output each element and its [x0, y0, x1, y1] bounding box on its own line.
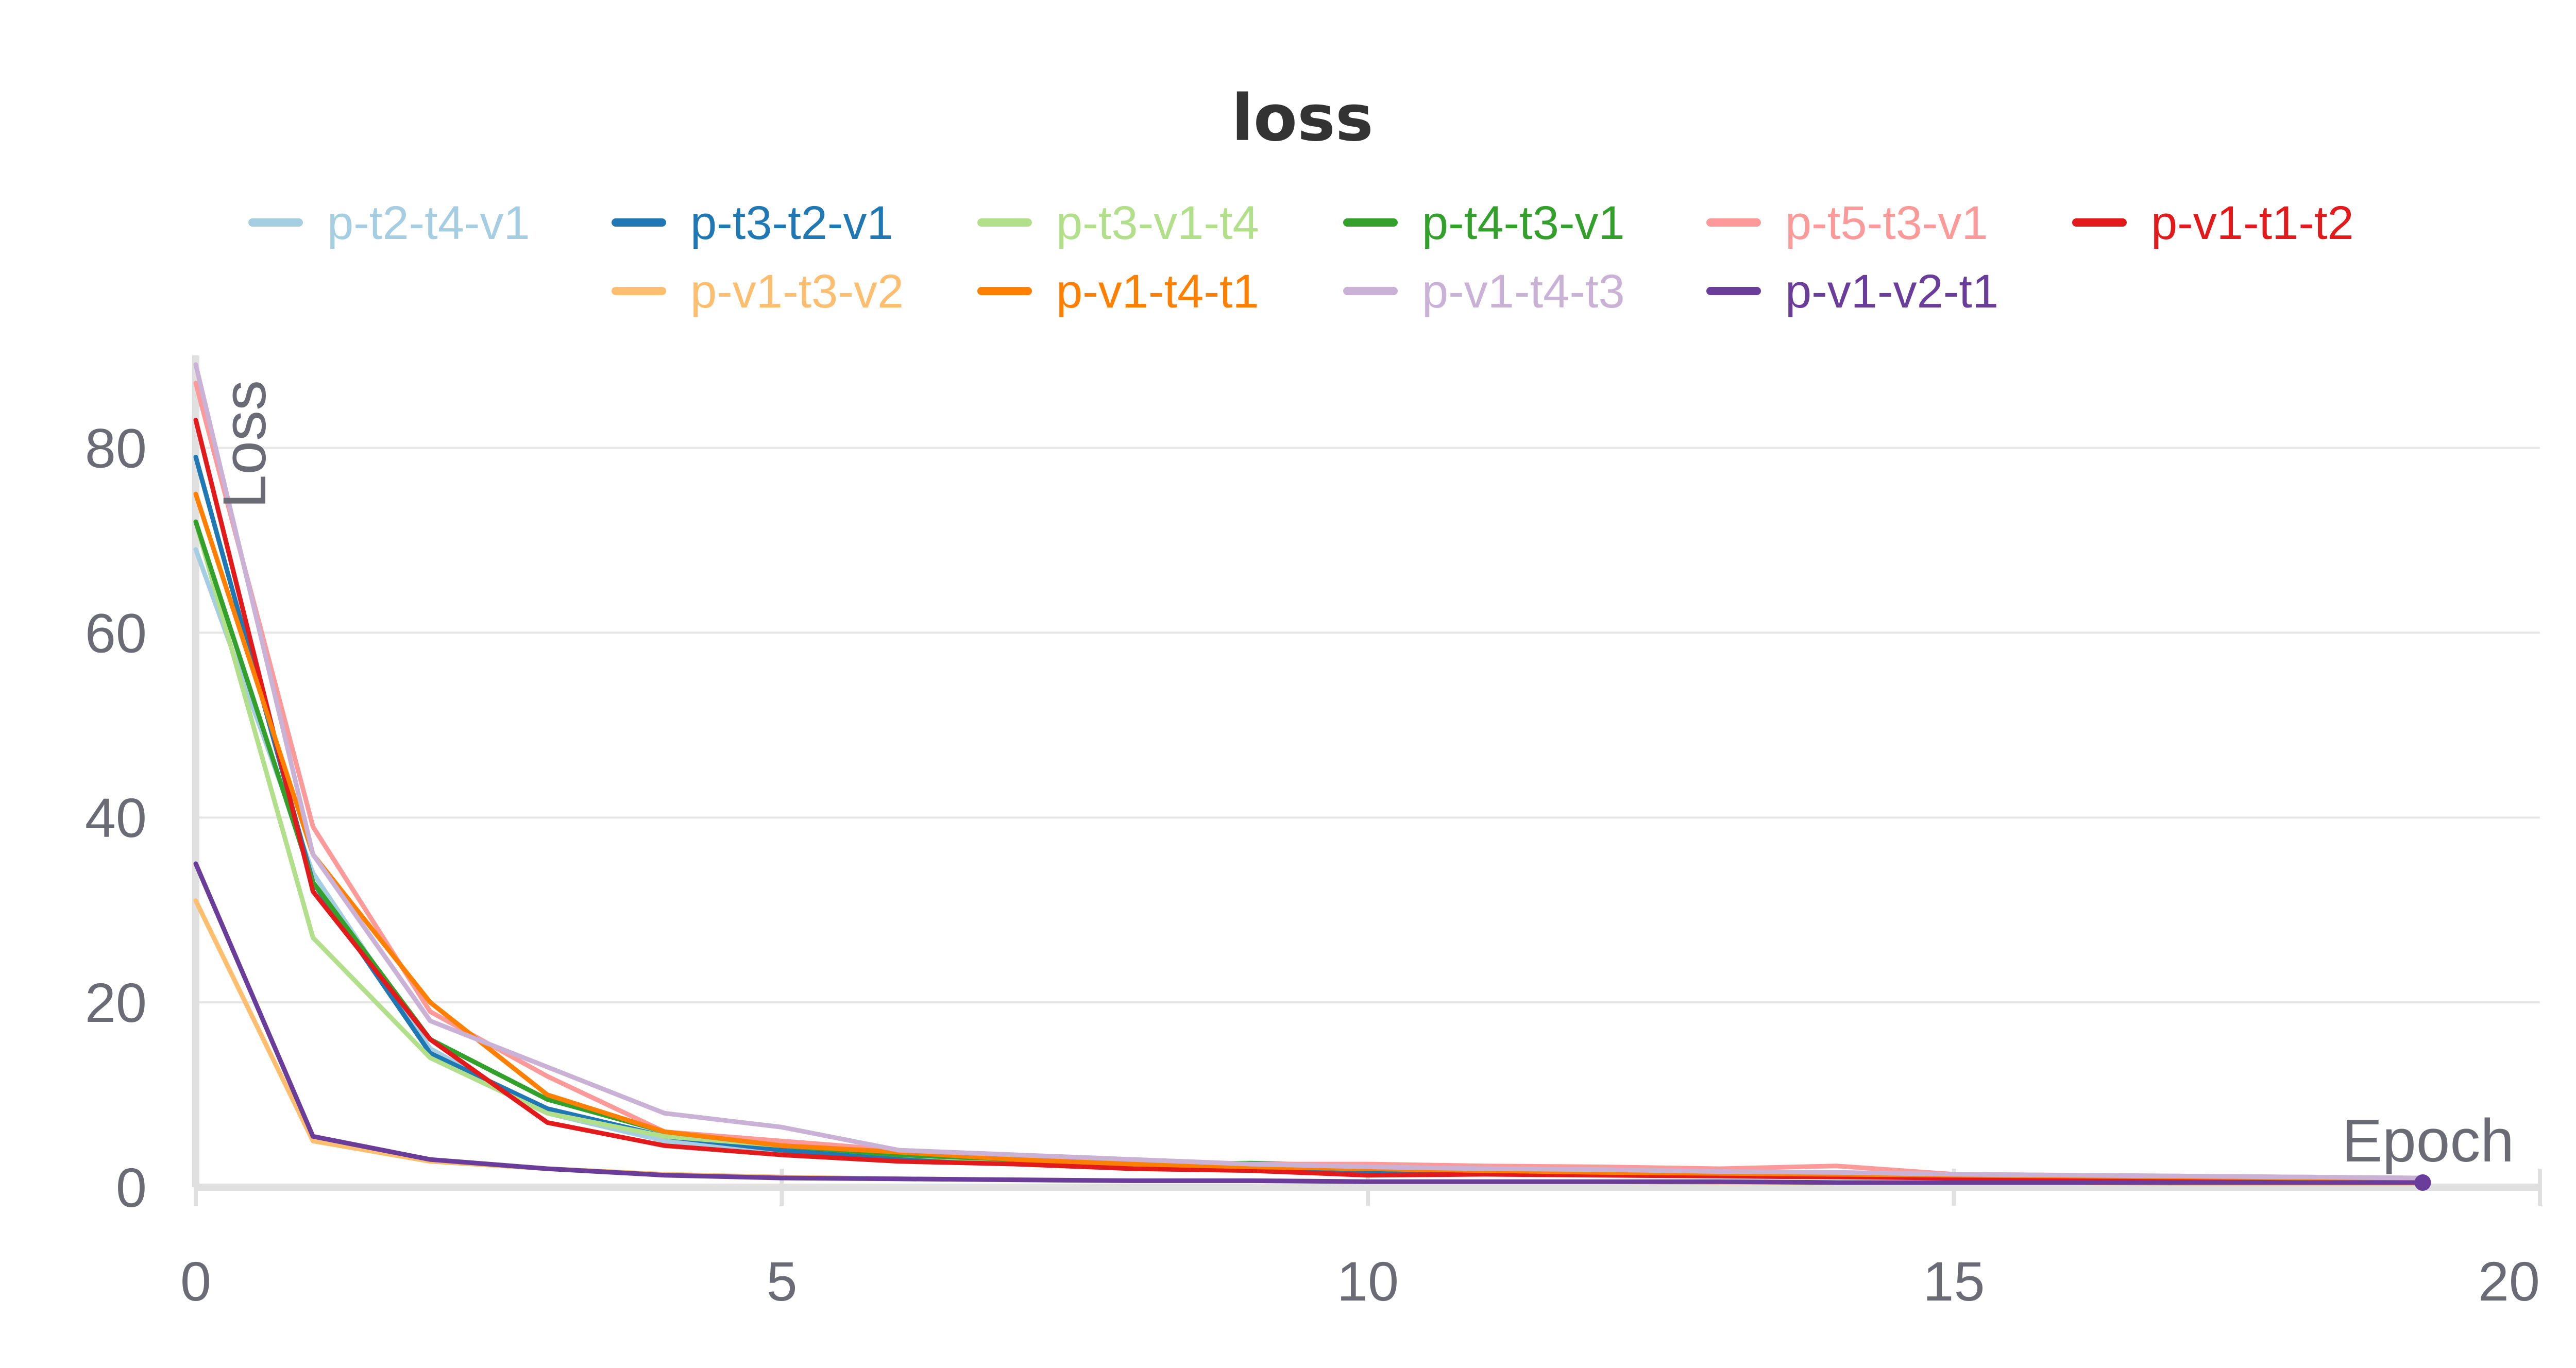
legend-item-p-t4-t3-v1[interactable]: p-t4-t3-v1 [1343, 197, 1625, 249]
y-tick-label-40: 40 [85, 786, 147, 849]
legend-item-p-v1-t4-t1[interactable]: p-v1-t4-t1 [977, 265, 1259, 318]
legend-label: p-v1-t4-t3 [1422, 265, 1625, 318]
x-tick-label-15: 15 [1923, 1250, 1985, 1312]
y-tick-label-0: 0 [116, 1156, 147, 1219]
y-axis-title: Loss [211, 380, 279, 508]
legend-item-p-t5-t3-v1[interactable]: p-t5-t3-v1 [1706, 197, 1988, 249]
legend-item-p-t3-t2-v1[interactable]: p-t3-t2-v1 [612, 197, 893, 249]
series-line-p-v1-t1-t2 [193, 418, 2425, 1183]
x-axis-title: Epoch [2342, 1107, 2514, 1175]
tick-labels: 0 20 40 60 80 0 5 10 15 20 [85, 417, 2540, 1312]
x-tick-label-20: 20 [2478, 1250, 2540, 1312]
series-line-p-v1-t3-v2 [193, 898, 2425, 1186]
legend: p-t2-t4-v1 p-t3-t2-v1 p-t3-v1-t4 p-t4-t3-v1… [248, 197, 2354, 318]
series-group [193, 362, 2431, 1191]
legend-label: p-t3-t2-v1 [690, 197, 893, 249]
legend-label: p-t3-v1-t4 [1056, 197, 1259, 249]
legend-item-p-v1-t1-t2[interactable]: p-v1-t1-t2 [2072, 197, 2354, 249]
grid [196, 447, 2540, 1004]
series-line-p-v1-t4-t1 [193, 491, 2425, 1182]
legend-item-p-t3-v1-t4[interactable]: p-t3-v1-t4 [977, 197, 1259, 249]
series-line-p-t2-t4-v1 [193, 547, 2425, 1183]
x-tick-label-5: 5 [766, 1250, 797, 1312]
series-line-p-v1-t4-t3 [193, 362, 2425, 1181]
legend-label: p-t5-t3-v1 [1785, 197, 1988, 249]
legend-label: p-v1-t4-t1 [1056, 265, 1259, 318]
legend-label: p-v1-t1-t2 [2151, 197, 2354, 249]
legend-item-p-t2-t4-v1[interactable]: p-t2-t4-v1 [248, 197, 530, 249]
chart-title: loss [1231, 81, 1373, 156]
x-tick-label-0: 0 [180, 1250, 211, 1312]
legend-item-p-v1-v2-t1[interactable]: p-v1-v2-t1 [1706, 265, 1998, 318]
legend-label: p-t2-t4-v1 [327, 197, 530, 249]
y-tick-label-60: 60 [85, 602, 147, 664]
series-line-p-v1-v2-t1 [193, 861, 2425, 1185]
legend-item-p-v1-t4-t3[interactable]: p-v1-t4-t3 [1343, 265, 1625, 318]
series-end-marker [2414, 1174, 2431, 1191]
y-tick-label-80: 80 [85, 417, 147, 479]
legend-item-p-v1-t3-v2[interactable]: p-v1-t3-v2 [612, 265, 904, 318]
x-tick-label-10: 10 [1337, 1250, 1399, 1312]
legend-label: p-t4-t3-v1 [1422, 197, 1625, 249]
legend-label: p-v1-v2-t1 [1785, 265, 1998, 318]
y-tick-label-20: 20 [85, 971, 147, 1034]
legend-label: p-v1-t3-v2 [690, 265, 904, 318]
